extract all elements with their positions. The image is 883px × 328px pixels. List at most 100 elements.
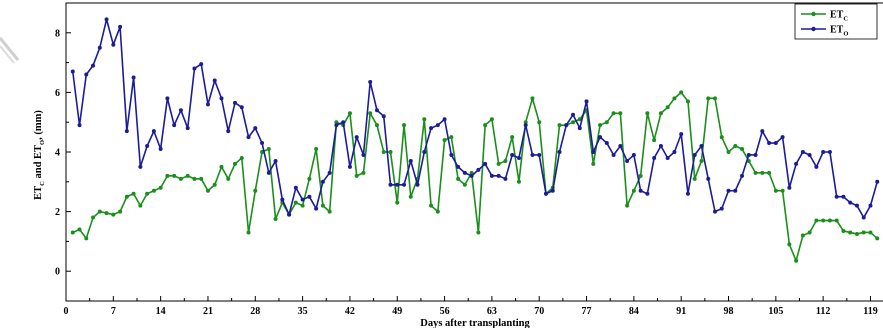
x-tick-label: 7 [111, 306, 116, 317]
data-point [814, 164, 819, 169]
data-point [537, 120, 542, 125]
data-point [341, 120, 346, 125]
y-tick-label: 4 [55, 148, 60, 159]
data-point [598, 135, 603, 140]
data-point [733, 188, 738, 193]
data-point [124, 194, 129, 199]
x-tick-label: 14 [156, 306, 166, 317]
data-point [145, 144, 150, 149]
data-point [604, 141, 609, 146]
data-point [841, 194, 846, 199]
data-point [503, 158, 508, 163]
data-point [638, 173, 643, 178]
data-point [178, 108, 183, 113]
data-point [91, 63, 96, 68]
y-tick-label: 2 [55, 207, 60, 218]
x-tick-label: 70 [534, 306, 544, 317]
data-point [239, 105, 244, 110]
data-point [800, 233, 805, 238]
data-point [381, 150, 386, 154]
data-point [658, 111, 663, 116]
data-point [314, 206, 319, 211]
data-point [442, 138, 447, 143]
data-point [814, 218, 819, 223]
data-point [672, 150, 677, 154]
data-point [571, 112, 576, 117]
data-point [523, 123, 528, 128]
data-point [631, 152, 636, 157]
data-point [192, 66, 197, 71]
data-point [361, 152, 366, 157]
data-point [787, 185, 792, 190]
data-point [543, 191, 548, 196]
data-point [131, 191, 136, 196]
data-point [645, 111, 650, 116]
data-point [172, 173, 177, 178]
data-point [699, 144, 704, 149]
data-point [77, 227, 82, 232]
data-point [740, 147, 745, 152]
data-point [706, 176, 711, 181]
y-axis: 0 2 4 6 8 [55, 2, 71, 302]
data-point [422, 150, 427, 154]
data-point [266, 147, 271, 152]
data-point [84, 236, 89, 241]
data-point [773, 188, 778, 193]
data-point [476, 167, 481, 172]
data-point [496, 161, 501, 166]
data-point [97, 209, 102, 214]
data-point [807, 152, 812, 157]
legend-label: ETC [830, 10, 848, 23]
data-point [273, 217, 278, 222]
data-point [185, 126, 190, 131]
data-point [510, 152, 515, 157]
legend-box [794, 3, 878, 40]
data-point [165, 96, 170, 101]
data-point [848, 230, 853, 235]
data-point [253, 188, 258, 193]
data-point [246, 230, 251, 235]
data-point [767, 170, 772, 175]
data-point [679, 90, 684, 95]
data-point [760, 129, 765, 134]
legend-item: ETO [801, 25, 848, 38]
data-point [327, 170, 332, 175]
data-point [449, 135, 454, 140]
data-point [388, 182, 393, 187]
data-point [550, 188, 555, 193]
data-point [821, 150, 826, 154]
data-point [429, 203, 434, 208]
data-point [591, 161, 596, 166]
series-ET-C [70, 90, 880, 263]
data-point [875, 179, 880, 184]
data-point [111, 212, 116, 217]
data-point [226, 176, 231, 181]
data-point [300, 197, 305, 202]
data-point [314, 147, 319, 152]
data-point [753, 170, 758, 175]
data-point [395, 182, 400, 187]
data-point [307, 194, 312, 199]
data-point [672, 96, 677, 101]
legend-swatch-marker [811, 11, 816, 17]
x-tick-label: 21 [203, 306, 213, 317]
data-point [516, 155, 521, 160]
data-point [875, 236, 880, 241]
data-point [456, 164, 461, 169]
data-point [354, 173, 359, 178]
legend-label: ETO [830, 25, 848, 38]
data-point [489, 117, 494, 122]
x-tick-label: 0 [64, 306, 69, 317]
data-point [70, 69, 75, 74]
data-point [361, 170, 366, 175]
data-point [800, 150, 805, 154]
data-point [118, 24, 123, 29]
data-point [773, 141, 778, 146]
data-point [523, 120, 528, 125]
watermark-mark [0, 37, 20, 64]
data-point [821, 218, 826, 223]
data-point [861, 230, 866, 235]
x-axis-title: Days after transplanting [420, 318, 530, 328]
x-tick-label: 56 [440, 306, 450, 317]
